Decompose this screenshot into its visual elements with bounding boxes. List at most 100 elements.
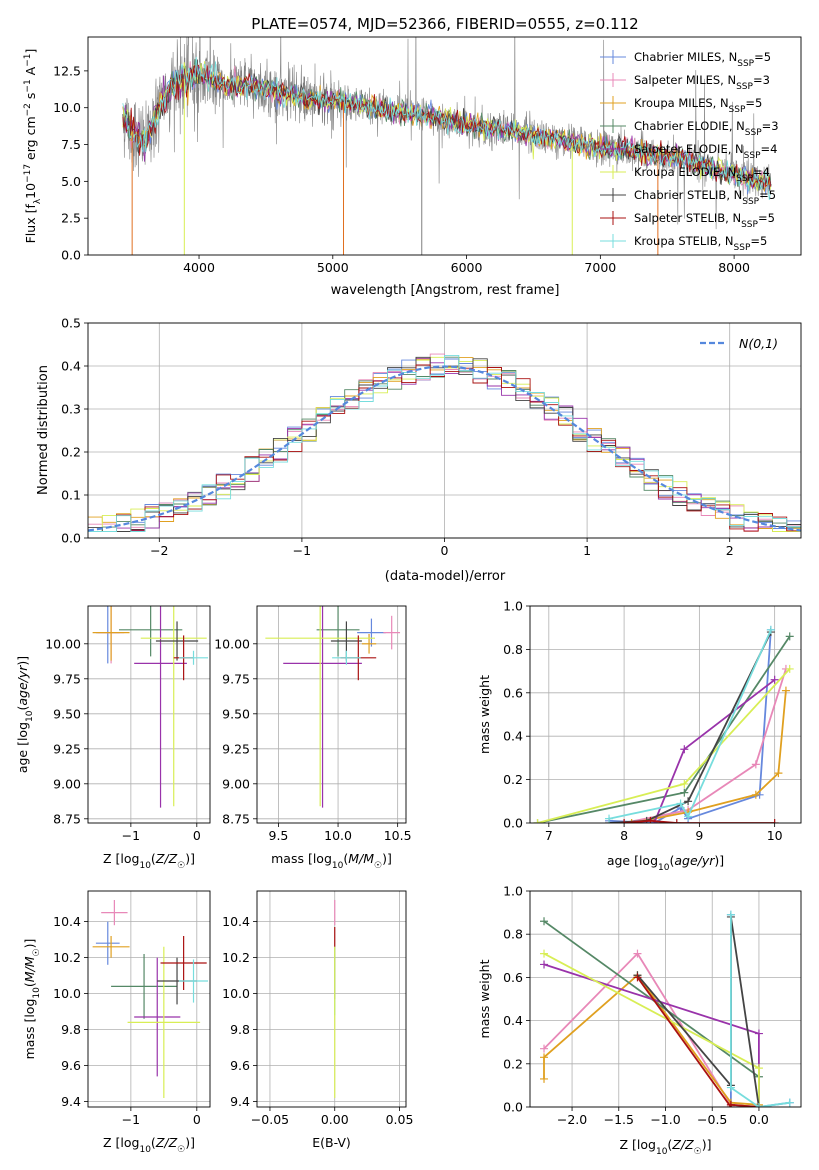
y-tick-label: 10.2	[222, 950, 250, 965]
text-part: Kroupa ELODIE, N	[634, 165, 736, 179]
histogram-step	[88, 358, 801, 532]
axes-weight-vs-age: 7 8 9 10 0.0 0.2 0.4 0.6 0.8 1.0	[503, 599, 802, 843]
y-tick-label: 5.0	[61, 174, 81, 189]
axes-age-vs-mass: 9.5 10.0 10.5 8.75 9.00 9.25 9.50 9.75 10.00	[214, 605, 412, 843]
weight-line	[543, 952, 759, 1107]
legend-label: Salpeter MILES, NSSP=3	[634, 73, 770, 92]
text-part: SSP	[741, 220, 758, 230]
text-part: −1	[23, 79, 33, 92]
weight-line	[608, 629, 772, 820]
x-axis-label: mass [log10(M/M☉)]	[271, 851, 392, 871]
text-part: −17	[23, 164, 33, 183]
text-part: =3	[762, 119, 779, 133]
text-part: age/yr	[674, 853, 715, 868]
y-tick-label: 0.4	[61, 359, 81, 374]
x-tick-label: −1.5	[604, 1112, 634, 1127]
text-part: age [log	[15, 722, 30, 773]
weight-marker	[540, 917, 549, 926]
weight-marker	[680, 788, 689, 797]
x-tick-label: −1	[122, 1112, 140, 1127]
weight-marker	[751, 790, 760, 799]
legend-label: Chabrier STELIB, NSSP=5	[634, 188, 776, 207]
axes-frame	[529, 890, 802, 1108]
weight-marker	[540, 1074, 549, 1083]
x-axis-label: Z [log10(Z/Z☉)]	[620, 1137, 712, 1157]
text-part: 10	[32, 987, 42, 999]
x-tick-label: 6000	[451, 260, 483, 275]
text-part: )]	[185, 851, 195, 866]
weight-marker	[754, 1103, 763, 1107]
text-part: Z [log	[620, 1137, 656, 1152]
axes-frame	[256, 605, 407, 824]
y-tick-label: 0.8	[503, 642, 523, 657]
text-part: SSP	[729, 105, 746, 115]
y-tick-label: 0.0	[503, 816, 523, 831]
text-part: SSP	[737, 59, 754, 69]
y-tick-label: 1.0	[503, 884, 523, 899]
x-tick-label: 0	[441, 543, 449, 558]
weight-marker	[766, 625, 775, 634]
text-part: =5	[759, 188, 776, 202]
y-axis-label: mass [log10(M/M☉)]	[22, 939, 42, 1060]
text-part: −1	[23, 54, 33, 67]
y-tick-label: 9.75	[222, 671, 250, 686]
axes-mass-vs-ebv: −0.05 0.00 0.05 9.4 9.6 9.8 10.0 10.2 10.4	[222, 890, 414, 1127]
text-part: ☉	[32, 948, 42, 956]
x-tick-label: −2	[150, 543, 168, 558]
text-part: =4	[753, 165, 770, 179]
x-tick-label: 0	[193, 1112, 201, 1127]
text-part: Kroupa STELIB, N	[634, 234, 734, 248]
text-part: mass [log	[22, 999, 37, 1060]
y-tick-label: 9.8	[61, 1022, 81, 1037]
y-tick-label: 0.5	[61, 316, 81, 331]
weight-marker	[726, 910, 735, 919]
weight-marker	[540, 949, 549, 958]
text-part: E(B-V)	[312, 1135, 351, 1150]
text-part: )]	[714, 853, 724, 868]
plot-area	[92, 606, 209, 808]
plot-area	[88, 353, 801, 532]
y-tick-label: 0.4	[503, 729, 523, 744]
text-part: =4	[761, 142, 778, 156]
legend-label: Kroupa ELODIE, NSSP=4	[634, 165, 770, 184]
y-tick-label: 0.1	[61, 488, 81, 503]
text-part: ☉	[374, 861, 382, 871]
spectrum-model-line	[122, 56, 771, 201]
x-tick-label: 10.5	[384, 828, 412, 843]
y-tick-label: 12.5	[53, 63, 81, 78]
text-part: )]	[185, 1135, 195, 1150]
legend-label: Chabrier MILES, NSSP=5	[634, 50, 771, 69]
weight-marker	[726, 1100, 735, 1107]
x-tick-label: −1	[122, 828, 140, 843]
legend-label: Salpeter STELIB, NSSP=5	[634, 211, 775, 230]
text-part: Z [log	[103, 851, 139, 866]
weight-line	[608, 629, 772, 823]
legend-label: Chabrier ELODIE, NSSP=3	[634, 119, 779, 138]
x-axis-label: Z [log10(Z/Z☉)]	[103, 851, 195, 871]
y-tick-label: 10.4	[222, 914, 250, 929]
plot-area	[122, 37, 772, 255]
text-part: ☉	[694, 1147, 702, 1157]
weight-marker	[684, 812, 693, 821]
x-tick-label: 0.05	[386, 1112, 414, 1127]
y-tick-label: 0.2	[503, 772, 523, 787]
text-part: 10	[139, 861, 151, 871]
text-part: Chabrier MILES, N	[634, 50, 737, 64]
plot-area	[92, 900, 209, 1098]
legend-label: Kroupa MILES, NSSP=5	[634, 96, 762, 115]
chart-title: PLATE=0574, MJD=52366, FIBERID=0555, z=0…	[251, 15, 638, 33]
spectrum-model-line	[122, 61, 771, 192]
text-part: Salpeter MILES, N	[634, 73, 736, 87]
x-tick-label: 10	[767, 828, 783, 843]
axes-weight-vs-Z: −2.0 −1.5 −1.0 −0.5 0.0 0.0 0.2 0.4 0.6 0.8 1.0	[503, 884, 802, 1127]
weight-marker	[540, 1044, 549, 1053]
y-tick-label: 9.8	[230, 1022, 250, 1037]
text-part: )]	[15, 656, 30, 666]
text-part: ]	[23, 49, 38, 54]
y-tick-label: 0.8	[503, 927, 523, 942]
text-part: (	[151, 851, 156, 866]
text-part: =5	[750, 234, 767, 248]
y-tick-label: 9.4	[61, 1094, 81, 1109]
weight-marker	[785, 632, 794, 641]
